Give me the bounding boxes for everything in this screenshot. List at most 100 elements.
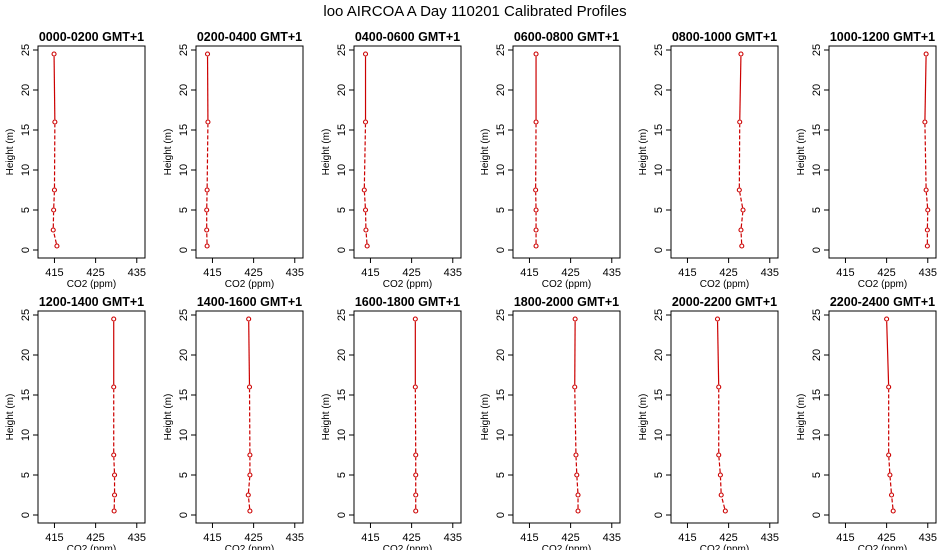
data-point xyxy=(924,227,930,233)
profile-segment xyxy=(53,192,55,208)
y-tick-label: 10 xyxy=(495,164,507,176)
plot-frame xyxy=(195,310,304,524)
x-tick-label: 415 xyxy=(678,532,696,544)
panel-title: 0000-0200 GMT+1 xyxy=(39,30,144,44)
y-tick-label: 10 xyxy=(178,429,190,441)
profile-segment xyxy=(891,497,894,509)
y-tick-label: 5 xyxy=(811,207,823,213)
y-tick-label: 10 xyxy=(20,429,32,441)
x-tick-label: 435 xyxy=(761,267,779,279)
data-point xyxy=(572,384,578,390)
data-point xyxy=(246,384,253,390)
y-tick-label: 15 xyxy=(653,124,665,136)
profile-segment xyxy=(247,477,251,493)
x-tick-label: 425 xyxy=(877,532,895,544)
y-tick-label: 5 xyxy=(20,207,32,213)
y-tick-label: 20 xyxy=(20,84,32,96)
y-tick-label: 20 xyxy=(178,84,190,96)
data-point xyxy=(413,508,419,514)
data-point xyxy=(50,227,56,233)
profile-segment xyxy=(113,457,116,473)
data-point xyxy=(714,316,721,322)
profile-segment xyxy=(575,457,578,473)
x-tick-label: 425 xyxy=(402,532,420,544)
y-tick-label: 20 xyxy=(336,84,348,96)
x-tick-label: 435 xyxy=(603,267,621,279)
x-tick-label: 415 xyxy=(45,267,63,279)
y-tick-label: 25 xyxy=(811,44,823,56)
y-tick-label: 25 xyxy=(653,309,665,321)
data-point xyxy=(718,492,724,498)
y-tick-label: 20 xyxy=(495,84,507,96)
data-point xyxy=(740,207,746,213)
y-tick-label: 20 xyxy=(495,349,507,361)
x-axis-label: CO2 (ppm) xyxy=(542,544,591,550)
data-point xyxy=(890,508,896,514)
x-tick-label: 425 xyxy=(719,532,737,544)
data-point xyxy=(886,452,892,458)
profile-segment xyxy=(53,56,56,120)
data-point xyxy=(111,384,117,390)
x-tick-label: 425 xyxy=(561,267,579,279)
y-tick-label: 15 xyxy=(495,124,507,136)
panel-title: 0800-1000 GMT+1 xyxy=(672,30,777,44)
x-axis-label: CO2 (ppm) xyxy=(225,279,274,290)
data-point xyxy=(204,227,210,233)
y-tick-label: 25 xyxy=(336,309,348,321)
y-tick-label: 0 xyxy=(653,247,665,253)
plot-frame xyxy=(353,45,462,259)
data-point xyxy=(54,243,60,249)
y-tick-label: 10 xyxy=(811,164,823,176)
y-tick-label: 15 xyxy=(811,124,823,136)
data-point xyxy=(533,187,539,193)
data-point xyxy=(361,187,367,193)
x-tick-label: 415 xyxy=(678,267,696,279)
panel-4: 0600-0800 GMT+1 0 5 10 15 20 25 415 425 435 CO2 (p… xyxy=(480,30,621,290)
data-point xyxy=(533,207,539,213)
data-point xyxy=(884,316,890,322)
panel-title: 0600-0800 GMT+1 xyxy=(514,30,619,44)
profile-segment xyxy=(740,212,744,228)
y-tick-label: 20 xyxy=(178,349,190,361)
y-axis-label: Height (m) xyxy=(321,394,332,441)
y-axis-label: Height (m) xyxy=(480,129,491,176)
x-tick-label: 425 xyxy=(561,532,579,544)
data-point xyxy=(722,508,728,514)
profile-segment xyxy=(248,321,251,385)
x-tick-label: 415 xyxy=(836,267,854,279)
data-point xyxy=(364,243,370,249)
data-point xyxy=(111,452,117,458)
data-point xyxy=(51,51,57,57)
y-tick-label: 0 xyxy=(811,512,823,518)
y-tick-label: 15 xyxy=(20,124,32,136)
data-point xyxy=(717,472,723,478)
data-point xyxy=(533,227,539,233)
y-tick-label: 10 xyxy=(20,164,32,176)
x-axis-label: CO2 (ppm) xyxy=(858,279,907,290)
data-point xyxy=(362,51,369,57)
profile-segment xyxy=(365,232,368,244)
x-tick-label: 415 xyxy=(361,532,379,544)
x-tick-label: 425 xyxy=(86,267,104,279)
panel-title: 0400-0600 GMT+1 xyxy=(355,30,460,44)
data-point xyxy=(925,207,931,213)
y-tick-label: 0 xyxy=(653,512,665,518)
panel-title: 1000-1200 GMT+1 xyxy=(830,30,935,44)
data-point xyxy=(413,472,419,478)
data-point xyxy=(205,119,211,125)
panel-9: 1600-1800 GMT+1 0 5 10 15 20 25 415 425 435 CO2 (p… xyxy=(321,295,462,550)
x-tick-label: 435 xyxy=(444,267,462,279)
y-tick-label: 0 xyxy=(20,512,32,518)
panel-grid: 0000-0200 GMT+1 0 5 10 15 20 25 415 425 435 CO2 (p… xyxy=(5,30,937,550)
x-tick-label: 435 xyxy=(761,532,779,544)
y-tick-label: 25 xyxy=(20,309,32,321)
y-axis-label: Height (m) xyxy=(638,394,649,441)
plot-frame xyxy=(670,310,779,524)
profile-segment xyxy=(363,124,367,188)
data-point xyxy=(923,187,929,193)
y-tick-label: 5 xyxy=(495,207,507,213)
plot-frame xyxy=(828,310,937,524)
panel-12: 2200-2400 GMT+1 0 5 10 15 20 25 415 425 435 CO2 (p… xyxy=(796,295,937,550)
y-tick-label: 25 xyxy=(20,44,32,56)
